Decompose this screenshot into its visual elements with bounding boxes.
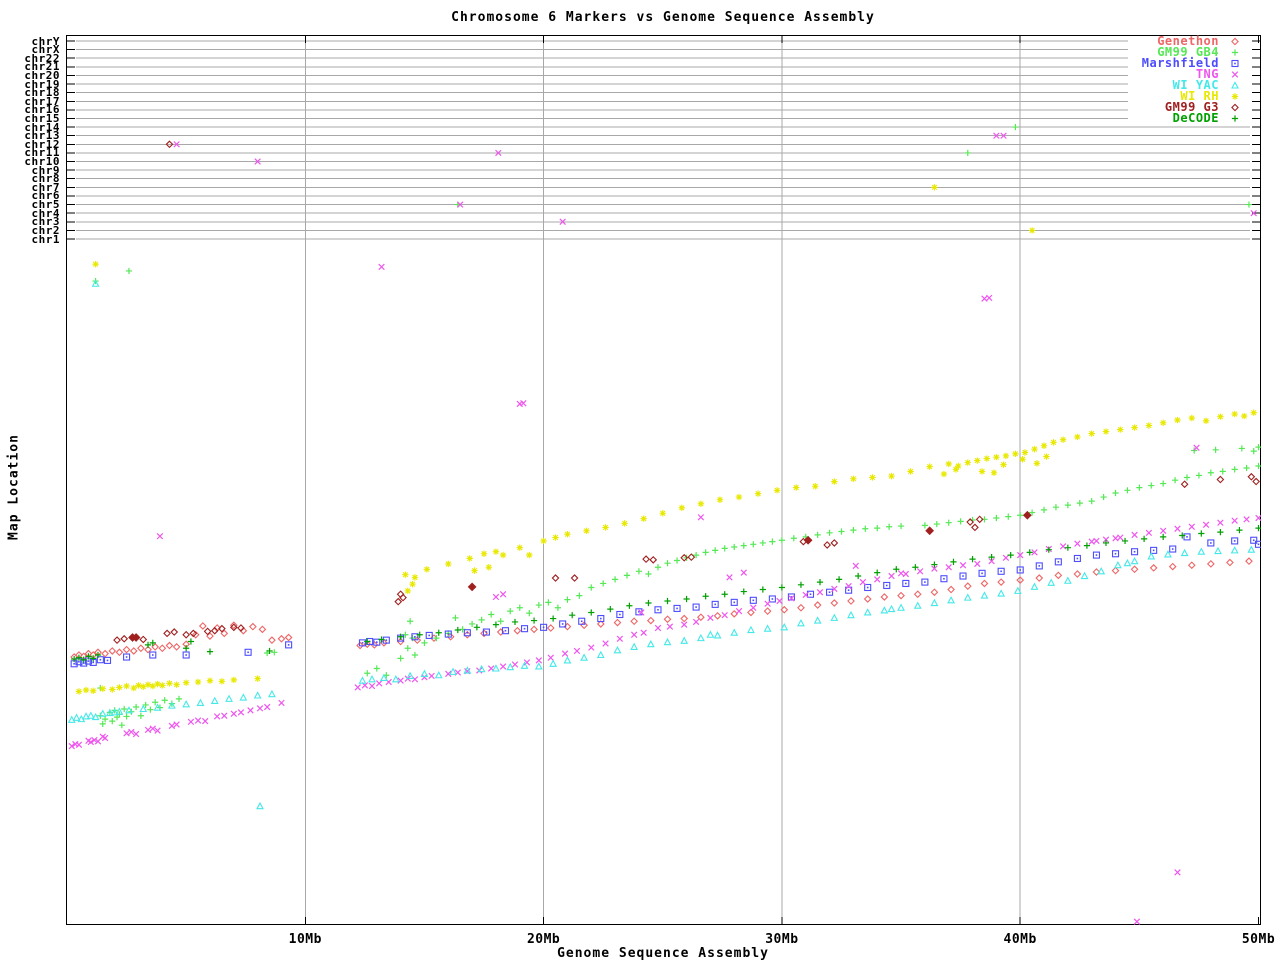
series-genethon: [70, 557, 1253, 661]
legend-label: TNG: [1195, 67, 1219, 81]
plot-canvas: [66, 35, 1261, 925]
legend-label: DeCODE: [1172, 111, 1219, 125]
y-axis-chromosome-label: chr12: [24, 137, 60, 151]
legend-marker-icon: [1231, 103, 1239, 112]
y-axis-chromosome-label: chr13: [24, 129, 60, 143]
legend-entry: GM99 GB4: [1128, 45, 1250, 59]
y-axis-chromosome-label: chr10: [24, 155, 60, 169]
legend-marker-icon: [1231, 93, 1239, 100]
legend-entry: Marshfield: [1128, 56, 1250, 70]
legend-label: Marshfield: [1141, 56, 1219, 70]
legend-label: Genethon: [1157, 34, 1219, 48]
x-axis-tick-label: 40Mb: [1003, 932, 1037, 947]
y-axis-chromosome-label: chr16: [24, 103, 60, 117]
legend-marker-icon: [1231, 49, 1239, 56]
legend-label: GM99 GB4: [1157, 45, 1219, 59]
y-axis-chromosome-label: chr15: [24, 111, 60, 125]
y-axis-chromosome-label: chrX: [31, 43, 60, 57]
y-axis-chromosome-label: chr9: [31, 163, 60, 177]
x-axis-tick-label: 30Mb: [765, 932, 799, 947]
series-decode: [71, 525, 1261, 663]
plot-border: [66, 35, 1261, 925]
legend-label: WI RH: [1180, 89, 1219, 103]
x-axis-tick-label: 20Mb: [526, 932, 561, 947]
x-axis-label: Genome Sequence Assembly: [557, 946, 769, 960]
series-tng: [68, 132, 1261, 925]
series-marshfield: [70, 533, 1261, 668]
y-axis-chromosome-label: chr19: [24, 77, 60, 91]
legend-entry: DeCODE: [1128, 111, 1250, 125]
legend-entry: GM99 G3: [1128, 100, 1250, 114]
legend-label: GM99 G3: [1164, 100, 1219, 114]
y-axis-chromosome-label: chr22: [24, 51, 60, 65]
plot-area: [66, 35, 1261, 925]
y-axis-chromosome-label: chr2: [31, 223, 60, 237]
y-axis-chromosome-label: chr21: [24, 60, 60, 74]
legend-marker-icon: [1231, 115, 1239, 122]
y-axis-chromosome-label: chr18: [24, 86, 60, 100]
y-axis-chromosome-label: chr4: [31, 206, 60, 220]
chart-title: Chromosome 6 Markers vs Genome Sequence …: [451, 10, 875, 25]
y-axis-chromosome-label: chr14: [24, 120, 60, 134]
y-axis-chromosome-label: chr3: [31, 215, 60, 229]
y-axis-label: Map Location: [6, 434, 22, 540]
x-axis-tick-label: 50Mb: [1241, 932, 1276, 947]
y-axis-chromosome-label: chrY: [31, 34, 60, 48]
y-axis-chromosome-label: chr8: [31, 172, 60, 186]
y-axis-chromosome-label: chr5: [31, 198, 60, 212]
legend-entry: TNG: [1128, 67, 1250, 81]
legend-marker-icon: [1231, 59, 1239, 68]
y-axis-chromosome-label: chr7: [31, 180, 60, 194]
legend: Genethon GM99 GB4 Marshfield TNG WI YAC WI RH…: [1128, 34, 1250, 125]
legend-entry: WI YAC: [1128, 78, 1250, 92]
y-axis-chromosome-label: chr20: [24, 68, 60, 82]
x-axis-tick-label: 10Mb: [288, 932, 322, 947]
legend-marker-icon: [1231, 71, 1239, 78]
series-wi-rh: [75, 184, 1257, 695]
y-axis-chromosome-label: chr6: [31, 189, 60, 203]
legend-label: WI YAC: [1172, 78, 1219, 92]
legend-entry: WI RH: [1128, 89, 1250, 103]
legend-marker-icon: [1231, 37, 1239, 46]
y-axis-chromosome-label: chr11: [24, 146, 60, 160]
series-gm99-g3: [113, 140, 1260, 645]
y-axis-chromosome-label: chr1: [31, 232, 60, 246]
series-wi-yac: [67, 279, 1256, 810]
series-gm99-gb4: [92, 123, 1261, 729]
y-axis-chromosome-label: chr17: [24, 94, 60, 108]
legend-entry: Genethon: [1128, 34, 1250, 48]
legend-marker-icon: [1231, 81, 1239, 89]
